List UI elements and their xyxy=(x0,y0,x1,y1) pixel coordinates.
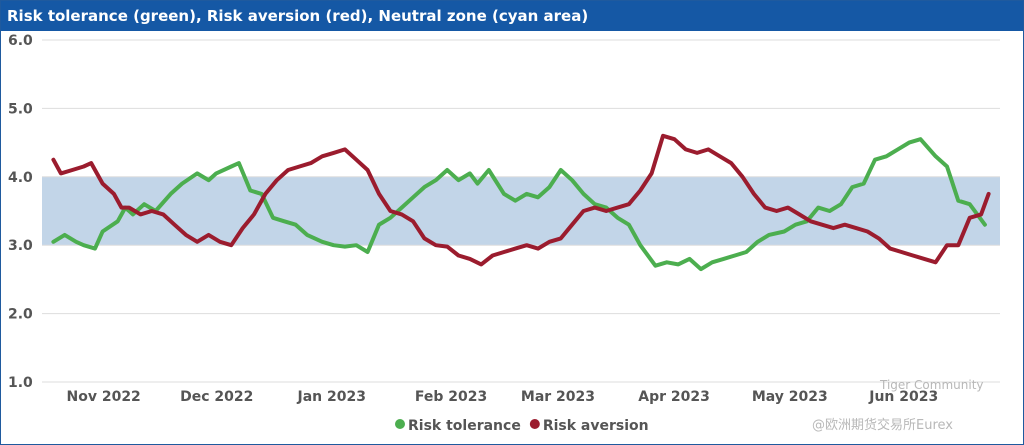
series-line-risk-tolerance xyxy=(51,137,987,272)
x-tick-label: Nov 2022 xyxy=(67,389,141,405)
neutral-zone-area xyxy=(42,176,1000,246)
watermark-text: Tiger Community xyxy=(880,378,984,392)
y-tick-label: 5.0 xyxy=(8,101,33,117)
watermark-handle: @欧洲期货交易所Eurex xyxy=(812,418,953,433)
chart-title: Risk tolerance (green), Risk aversion (r… xyxy=(1,1,1023,31)
legend-label-risk-aversion: Risk aversion xyxy=(543,418,649,434)
legend-marker-risk-aversion xyxy=(529,419,540,429)
x-tick-label: Mar 2023 xyxy=(521,389,595,405)
x-tick-label: Jan 2023 xyxy=(296,389,365,405)
y-tick-label: 2.0 xyxy=(8,307,33,323)
y-tick-label: 1.0 xyxy=(8,375,33,391)
y-tick-label: 3.0 xyxy=(8,238,33,254)
legend-label-risk-tolerance: Risk tolerance xyxy=(408,418,521,434)
x-tick-label: Dec 2022 xyxy=(180,389,253,405)
x-tick-label: Apr 2023 xyxy=(638,389,710,405)
series-line-risk-aversion xyxy=(51,133,991,267)
legend-marker-risk-tolerance xyxy=(395,419,405,429)
x-tick-label: Jun 2023 xyxy=(868,389,938,405)
x-tick-label: Feb 2023 xyxy=(415,389,487,405)
y-tick-label: 6.0 xyxy=(8,33,33,49)
y-tick-label: 4.0 xyxy=(8,170,33,186)
x-tick-label: May 2023 xyxy=(752,389,828,405)
